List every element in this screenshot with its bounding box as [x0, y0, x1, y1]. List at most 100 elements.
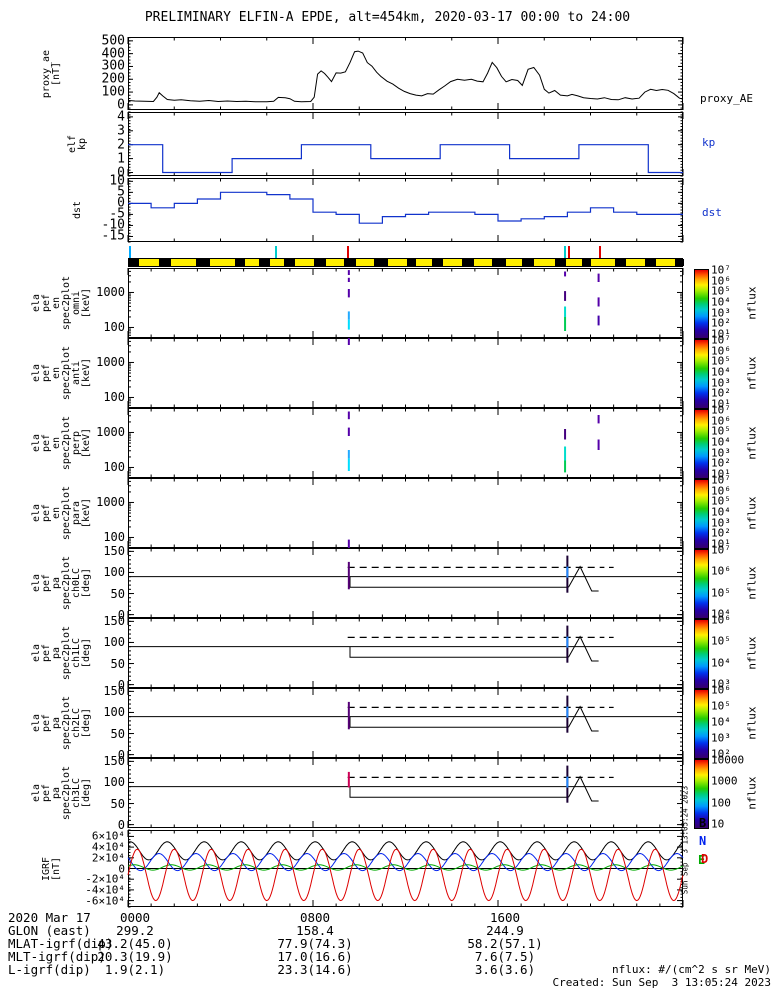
availability-gap [614, 259, 627, 266]
availability-gap [431, 259, 444, 266]
colorbar [694, 409, 709, 479]
colorbar-tick-label: 10² [711, 386, 731, 400]
y-tick-label: 1000 [96, 355, 125, 370]
colorbar [694, 479, 709, 549]
dst-series-label: dst [702, 206, 722, 219]
y-tick-label: -5 [109, 206, 125, 222]
footer-row-label: GLON (east) [8, 923, 91, 938]
colorbar-tick-label: 10⁶ [711, 274, 731, 288]
y-tick-label: 100 [103, 530, 125, 545]
event-mark [564, 246, 567, 258]
y-tick-label: 0 [117, 97, 125, 113]
event-mark [129, 246, 132, 258]
footer-value: 1600 [489, 910, 521, 925]
panel-axis-title: ela pef pa spec2plot ch0LC [deg] [31, 555, 92, 611]
availability-gap [235, 259, 245, 266]
panel-proxy-ae [127, 37, 684, 110]
availability-gap [344, 259, 356, 266]
colorbar-tick-label: 10¹ [711, 467, 731, 481]
colorbar-tick-label: 10⁶ [711, 484, 731, 498]
colorbar-tick-label: 10⁷ [711, 333, 731, 347]
y-tick-label: -10 [101, 217, 125, 233]
panel-spec-para [127, 478, 684, 548]
colorbar-tick-label: 10⁵ [711, 284, 731, 298]
footer-value: 0800 [299, 910, 331, 925]
colorbar-tick-label: 10⁵ [711, 586, 731, 600]
colorbar [694, 689, 709, 759]
y-tick-label: 4×10⁴ [91, 840, 125, 854]
footer-row-label: L-igrf(dip) [8, 962, 91, 977]
colorbar [694, 619, 709, 689]
data-availability-bar [128, 258, 685, 267]
footer-value: 77.9(74.3) [277, 936, 353, 951]
availability-gap [196, 259, 210, 266]
availability-gap [406, 259, 416, 266]
panel-axis-title: ela pef en spec2plot para [keV] [31, 485, 92, 541]
panel-axis-title: elf kp [67, 134, 88, 154]
kp-series-label: kp [702, 136, 716, 149]
availability-gap [314, 259, 326, 266]
colorbar-unit-label: nflux [745, 706, 759, 740]
panel-spec-perp [127, 408, 684, 478]
colorbar-tick-label: 10³ [711, 516, 731, 530]
colorbar-tick-label: 10² [711, 747, 731, 761]
colorbar [694, 759, 709, 829]
availability-gap [159, 259, 171, 266]
y-tick-label: 1000 [96, 495, 125, 510]
colorbar-unit-label: nflux [745, 636, 759, 670]
panel-axis-title: ela pef pa spec2plot ch2LC [deg] [31, 695, 92, 751]
colorbar-tick-label: 10³ [711, 731, 731, 745]
y-tick-label: 6×10⁴ [91, 829, 125, 843]
y-tick-label: -6×10⁴ [85, 894, 125, 908]
y-tick-label: 100 [101, 84, 125, 100]
colorbar-tick-label: 10¹ [711, 537, 731, 551]
colorbar-tick-label: 10⁴ [711, 435, 731, 449]
colorbar-tick-label: 10⁴ [711, 295, 731, 309]
colorbar-tick-label: 10² [711, 526, 731, 540]
colorbar-tick-label: 100 [711, 796, 731, 810]
footer-value: 244.9 [486, 923, 524, 938]
y-tick-label: 0 [117, 677, 125, 692]
colorbar-tick-label: 10⁷ [711, 473, 731, 487]
y-tick-label: 150 [103, 684, 125, 699]
y-tick-label: 5 [117, 184, 125, 200]
colorbar-tick-label: 10⁶ [711, 683, 731, 697]
colorbar-tick-label: 10000 [711, 753, 745, 767]
panel-axis-title: IGRF [nT] [41, 856, 62, 881]
availability-gap [129, 259, 140, 266]
colorbar-tick-label: 10¹ [711, 327, 731, 341]
footer-row-label: MLT-igrf(dip) [8, 949, 106, 964]
igrf-legend-B: B [699, 816, 707, 830]
y-tick-label: 4 [117, 109, 125, 125]
colorbar-tick-label: 10⁵ [711, 494, 731, 508]
y-tick-label: 100 [103, 635, 125, 650]
y-tick-label: 0 [117, 195, 125, 211]
event-mark [567, 246, 570, 258]
panel-axis-title: ela pef pa spec2plot ch1LC [deg] [31, 625, 92, 681]
panel-spec-ch0LC [127, 548, 684, 618]
y-tick-label: 1000 [96, 285, 125, 300]
availability-gap [674, 259, 685, 266]
y-tick-label: 500 [101, 33, 125, 49]
footer-value: 299.2 [116, 923, 154, 938]
colorbar [694, 269, 709, 339]
footer-value: 58.2(57.1) [467, 936, 543, 951]
y-tick-label: 0 [117, 165, 125, 181]
colorbar-tick-label: 10⁷ [711, 543, 731, 557]
panel-spec-ch3LC [127, 758, 684, 828]
colorbar-tick-label: 10⁶ [711, 344, 731, 358]
availability-gap [492, 259, 506, 266]
colorbar-tick-label: 10³ [711, 306, 731, 320]
created-note: Created: Sun Sep 3 13:05:24 2023 [552, 976, 771, 989]
availability-gap [554, 259, 567, 266]
y-tick-label: -15 [101, 228, 125, 244]
panel-spec-ch1LC [127, 618, 684, 688]
y-tick-label: 0 [117, 817, 125, 832]
colorbar-tick-label: 10⁴ [711, 505, 731, 519]
event-mark [275, 246, 277, 258]
colorbar-tick-label: 10³ [711, 677, 731, 691]
colorbar [694, 549, 709, 619]
colorbar-tick-label: 10⁴ [711, 365, 731, 379]
colorbar-tick-label: 10⁶ [711, 564, 731, 578]
availability-gap [283, 259, 296, 266]
